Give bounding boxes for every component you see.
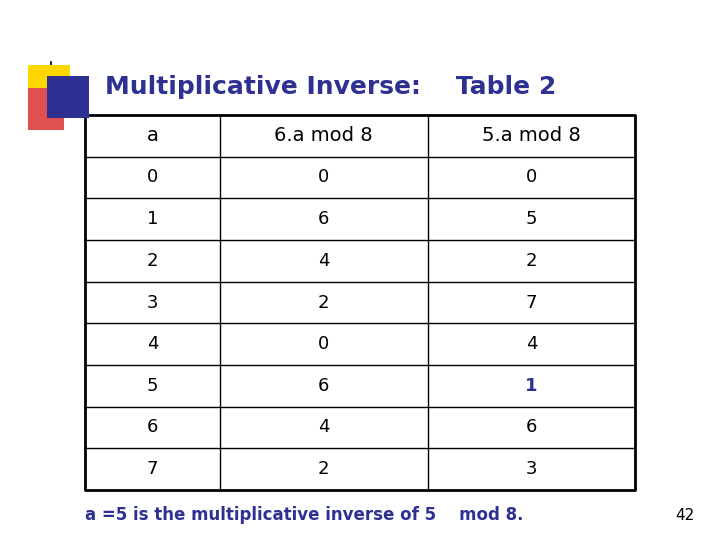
Text: 5: 5 xyxy=(526,210,537,228)
Text: 7: 7 xyxy=(526,294,537,312)
Text: 6: 6 xyxy=(147,418,158,436)
Text: 1: 1 xyxy=(525,377,538,395)
Text: a: a xyxy=(146,126,158,145)
Text: 7: 7 xyxy=(147,460,158,478)
Text: 6: 6 xyxy=(526,418,537,436)
Text: 4: 4 xyxy=(526,335,537,353)
Text: 4: 4 xyxy=(318,252,330,270)
Text: a =5 is the multiplicative inverse of 5    mod 8.: a =5 is the multiplicative inverse of 5 … xyxy=(85,506,523,524)
Text: 5.a mod 8: 5.a mod 8 xyxy=(482,126,581,145)
Text: 5: 5 xyxy=(147,377,158,395)
Text: 2: 2 xyxy=(318,460,330,478)
Text: 6: 6 xyxy=(318,210,329,228)
Text: 6: 6 xyxy=(318,377,329,395)
Text: 6.a mod 8: 6.a mod 8 xyxy=(274,126,373,145)
Text: 0: 0 xyxy=(147,168,158,186)
Text: 2: 2 xyxy=(147,252,158,270)
Text: 1: 1 xyxy=(147,210,158,228)
Text: Multiplicative Inverse:    Table 2: Multiplicative Inverse: Table 2 xyxy=(105,75,557,99)
Text: 3: 3 xyxy=(526,460,537,478)
Text: 2: 2 xyxy=(318,294,330,312)
Text: 0: 0 xyxy=(318,335,329,353)
Text: 3: 3 xyxy=(147,294,158,312)
Text: 0: 0 xyxy=(526,168,537,186)
Text: 4: 4 xyxy=(318,418,330,436)
Text: 42: 42 xyxy=(676,508,695,523)
Text: 4: 4 xyxy=(147,335,158,353)
Text: 2: 2 xyxy=(526,252,537,270)
Text: 0: 0 xyxy=(318,168,329,186)
